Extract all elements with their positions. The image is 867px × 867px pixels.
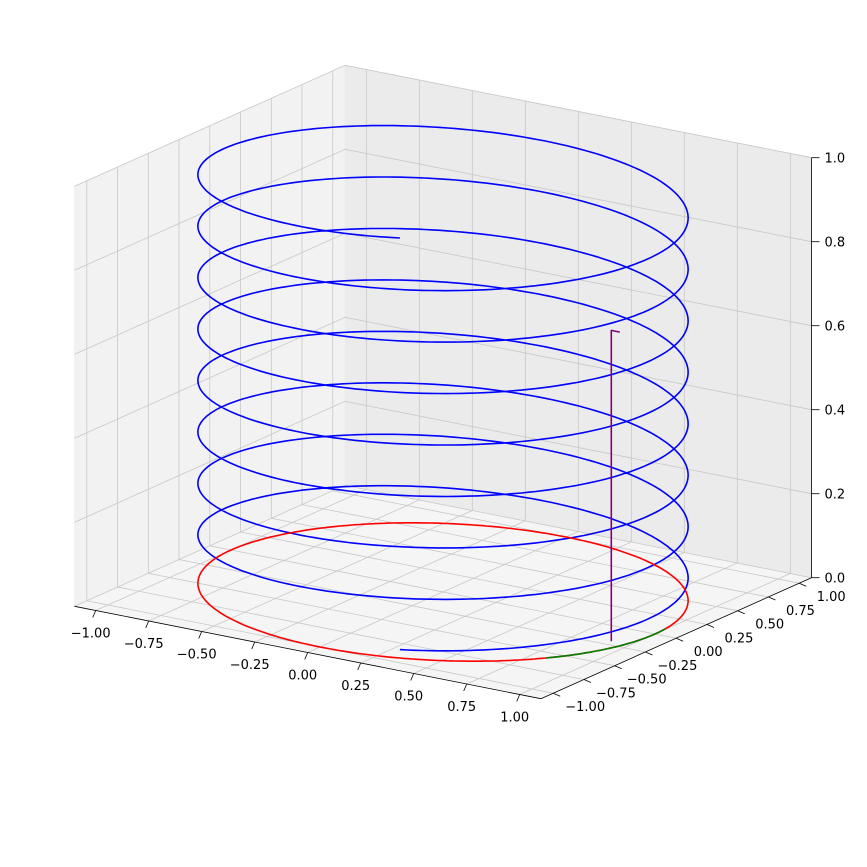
z-tick-label: 0.6 bbox=[825, 320, 846, 335]
y-tick bbox=[645, 651, 653, 656]
x-tick bbox=[251, 641, 256, 650]
x-tick-label: −0.25 bbox=[230, 658, 270, 673]
y-tick bbox=[676, 637, 684, 642]
y-tick-label: 0.00 bbox=[694, 645, 723, 660]
x-tick bbox=[198, 631, 203, 639]
x-tick-label: −1.00 bbox=[71, 627, 111, 642]
z-tick-label: 0.8 bbox=[825, 236, 846, 251]
axes-ticks: −1.00−0.75−0.50−0.250.000.250.500.751.00… bbox=[71, 152, 846, 726]
y-tick-label: −0.25 bbox=[658, 659, 698, 674]
y-tick-label: 0.25 bbox=[724, 631, 753, 646]
z-tick-label: 0.4 bbox=[825, 404, 846, 419]
series-line-helix bbox=[197, 124, 689, 652]
x-tick-label: 1.00 bbox=[500, 711, 529, 726]
x-tick-label: 0.75 bbox=[447, 700, 476, 715]
grid-line-z bbox=[74, 148, 812, 271]
y-tick bbox=[799, 582, 807, 587]
grid-line-z bbox=[74, 400, 812, 523]
y-tick bbox=[614, 665, 622, 670]
x-tick bbox=[145, 620, 150, 629]
y-tick-label: 0.50 bbox=[755, 618, 784, 633]
x-tick bbox=[516, 694, 521, 702]
x-tick-label: −0.75 bbox=[124, 637, 164, 652]
y-tick bbox=[583, 679, 592, 683]
x-tick bbox=[92, 610, 97, 618]
y-tick bbox=[768, 596, 776, 601]
series-line-circle bbox=[197, 521, 689, 663]
x-tick bbox=[410, 673, 415, 681]
x-tick-label: −0.50 bbox=[177, 648, 217, 663]
x-tick bbox=[304, 652, 309, 660]
x-tick bbox=[463, 683, 468, 692]
series-line-polyline bbox=[610, 329, 620, 642]
x-tick-label: 0.00 bbox=[288, 669, 317, 684]
grid-line-z bbox=[74, 484, 812, 607]
series-line-arc bbox=[546, 628, 666, 659]
x-tick-label: 0.25 bbox=[341, 679, 370, 694]
plot-area bbox=[197, 124, 689, 663]
y-tick-label: −0.50 bbox=[627, 673, 667, 688]
y-tick-label: 0.75 bbox=[786, 604, 815, 619]
y-tick-label: 1.00 bbox=[817, 590, 846, 605]
z-tick-label: 1.0 bbox=[825, 152, 846, 167]
y-tick bbox=[737, 610, 745, 615]
y-tick bbox=[553, 692, 561, 697]
grid-line-z bbox=[74, 316, 812, 439]
grid-line-z bbox=[74, 64, 812, 187]
x-tick-label: 0.50 bbox=[394, 690, 423, 705]
y-tick bbox=[706, 624, 715, 628]
y-tick-label: −1.00 bbox=[565, 700, 605, 715]
z-tick-label: 0.2 bbox=[825, 488, 846, 503]
z-tick-label: 0.0 bbox=[825, 572, 846, 587]
y-tick-label: −0.75 bbox=[596, 686, 636, 701]
x-tick bbox=[357, 662, 362, 671]
